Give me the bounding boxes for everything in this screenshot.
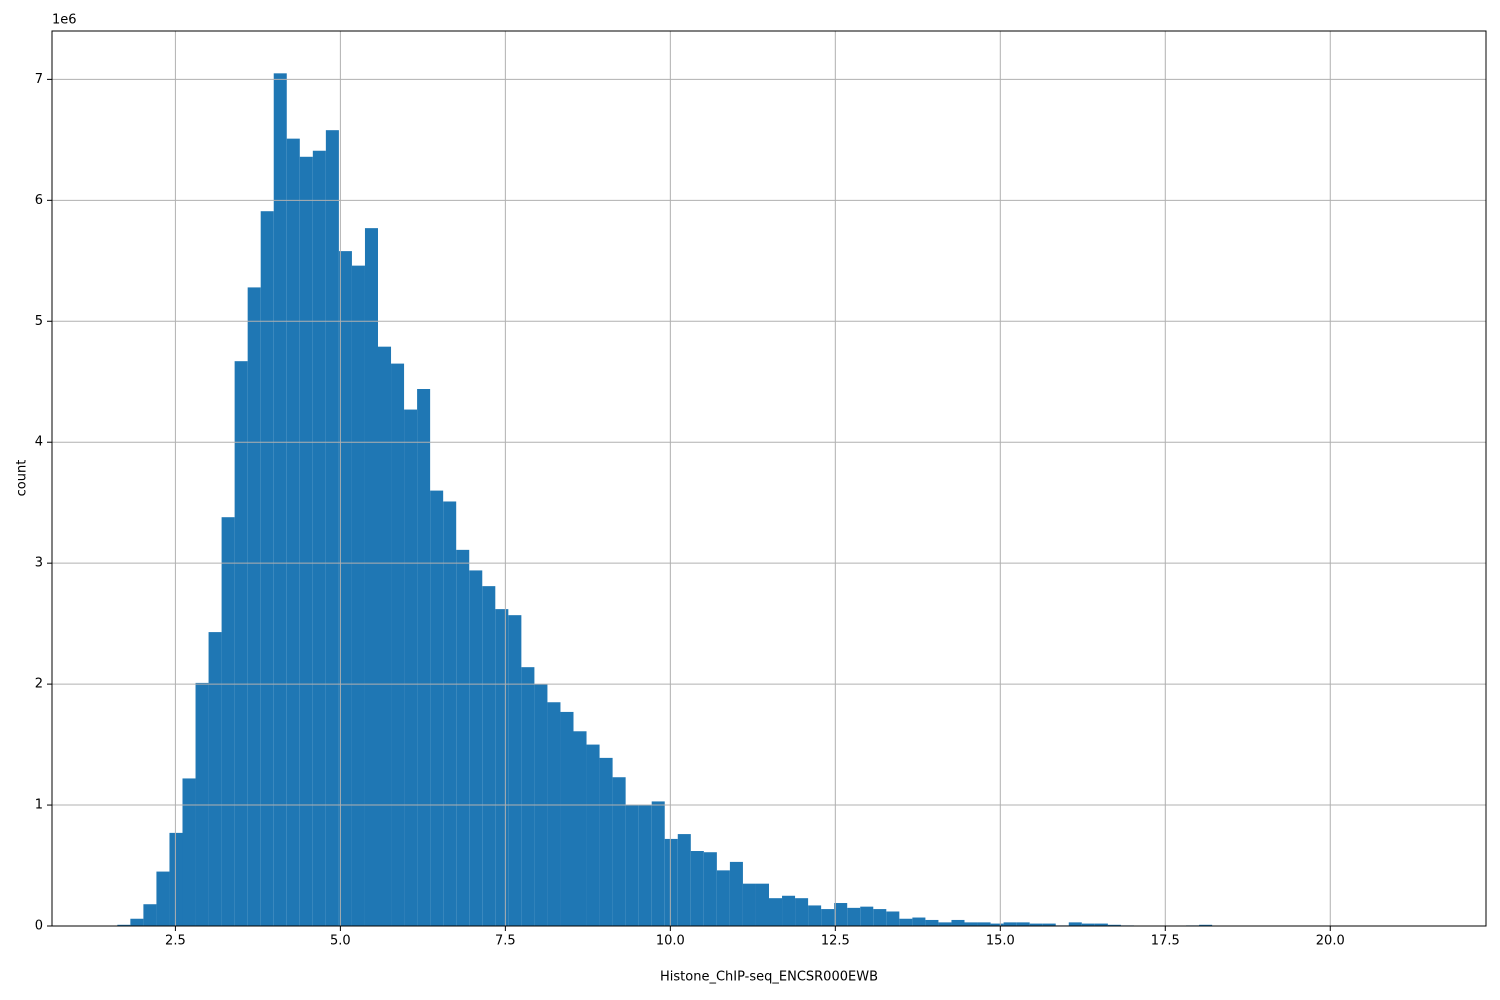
- bar: [729, 861, 743, 926]
- bar: [964, 922, 978, 926]
- bar: [860, 906, 874, 926]
- bar: [573, 731, 587, 926]
- bar: [782, 895, 796, 926]
- bar: [299, 156, 313, 926]
- bar: [742, 883, 756, 926]
- bar: [443, 501, 457, 926]
- bar: [769, 898, 783, 926]
- bar: [1094, 923, 1108, 926]
- bar: [1003, 922, 1017, 926]
- bar: [560, 711, 574, 926]
- y-tick-label: 6: [35, 193, 43, 208]
- bar: [886, 911, 900, 926]
- bar: [508, 615, 522, 926]
- bar: [247, 287, 261, 926]
- bar: [430, 490, 444, 926]
- bar: [1016, 922, 1030, 926]
- bar: [208, 632, 222, 926]
- bar: [925, 919, 939, 926]
- bar: [391, 363, 405, 927]
- y-tick-label: 0: [35, 919, 43, 934]
- bar: [808, 905, 822, 926]
- bar: [612, 777, 626, 926]
- bar: [404, 409, 418, 927]
- bar: [716, 870, 730, 926]
- bar: [755, 883, 769, 926]
- bar: [873, 909, 887, 926]
- bar: [286, 138, 300, 926]
- bar: [521, 667, 535, 926]
- bar: [977, 922, 991, 926]
- bar: [169, 832, 183, 926]
- bar: [834, 903, 848, 926]
- bar: [364, 228, 378, 926]
- bar: [156, 871, 170, 926]
- bar: [638, 805, 652, 926]
- y-tick-label: 3: [35, 556, 43, 571]
- bar: [690, 851, 704, 926]
- bar: [130, 918, 144, 926]
- bar: [586, 744, 600, 926]
- bar: [117, 924, 131, 926]
- x-tick-label: 20.0: [1316, 934, 1345, 949]
- x-tick-label: 2.5: [165, 934, 186, 949]
- bar: [1068, 922, 1082, 926]
- bar: [938, 922, 952, 926]
- plot-frame: [51, 30, 1487, 927]
- bar: [651, 801, 665, 926]
- bar: [495, 609, 509, 926]
- x-tick-label: 5.0: [330, 934, 351, 949]
- bar: [377, 346, 392, 926]
- bar: [1042, 923, 1056, 926]
- bar: [899, 918, 913, 926]
- bar: [599, 757, 613, 926]
- bar: [195, 682, 209, 926]
- bar: [703, 852, 717, 926]
- x-tick-label: 7.5: [495, 934, 516, 949]
- bar: [338, 251, 352, 926]
- x-tick-label: 10.0: [656, 934, 685, 949]
- bar: [312, 150, 326, 927]
- y-tick-label: 4: [35, 435, 43, 450]
- y-tick-label: 7: [35, 72, 43, 87]
- bar: [677, 834, 691, 926]
- bar: [351, 265, 365, 926]
- bar: [795, 898, 809, 926]
- bar: [664, 838, 678, 926]
- bar: [1029, 923, 1043, 926]
- bar: [990, 923, 1004, 926]
- bar: [456, 549, 470, 926]
- y-offset-label: 1e6: [52, 13, 77, 28]
- bar: [325, 130, 339, 927]
- bar: [273, 73, 287, 927]
- bar: [547, 702, 561, 926]
- y-tick-label: 1: [35, 798, 43, 813]
- bar: [1199, 924, 1213, 926]
- y-tick-label: 5: [35, 314, 43, 329]
- bar: [143, 904, 157, 926]
- bar: [221, 517, 235, 926]
- y-axis-label: count: [15, 460, 30, 497]
- bar: [912, 917, 926, 926]
- x-tick-label: 17.5: [1151, 934, 1180, 949]
- bar: [951, 919, 965, 926]
- bar: [260, 211, 274, 926]
- bar: [1107, 924, 1121, 926]
- bar: [234, 361, 248, 926]
- x-axis-label: Histone_ChIP-seq_ENCSR000EWB: [660, 970, 878, 985]
- x-tick-label: 12.5: [821, 934, 850, 949]
- bar: [847, 907, 861, 926]
- bar: [625, 805, 639, 926]
- x-tick-label: 15.0: [986, 934, 1015, 949]
- bar: [482, 586, 496, 926]
- y-tick-label: 2: [35, 677, 43, 692]
- bar: [417, 389, 431, 926]
- bar: [821, 909, 835, 926]
- bar: [469, 570, 483, 926]
- bar: [182, 778, 196, 926]
- bar: [1081, 923, 1095, 926]
